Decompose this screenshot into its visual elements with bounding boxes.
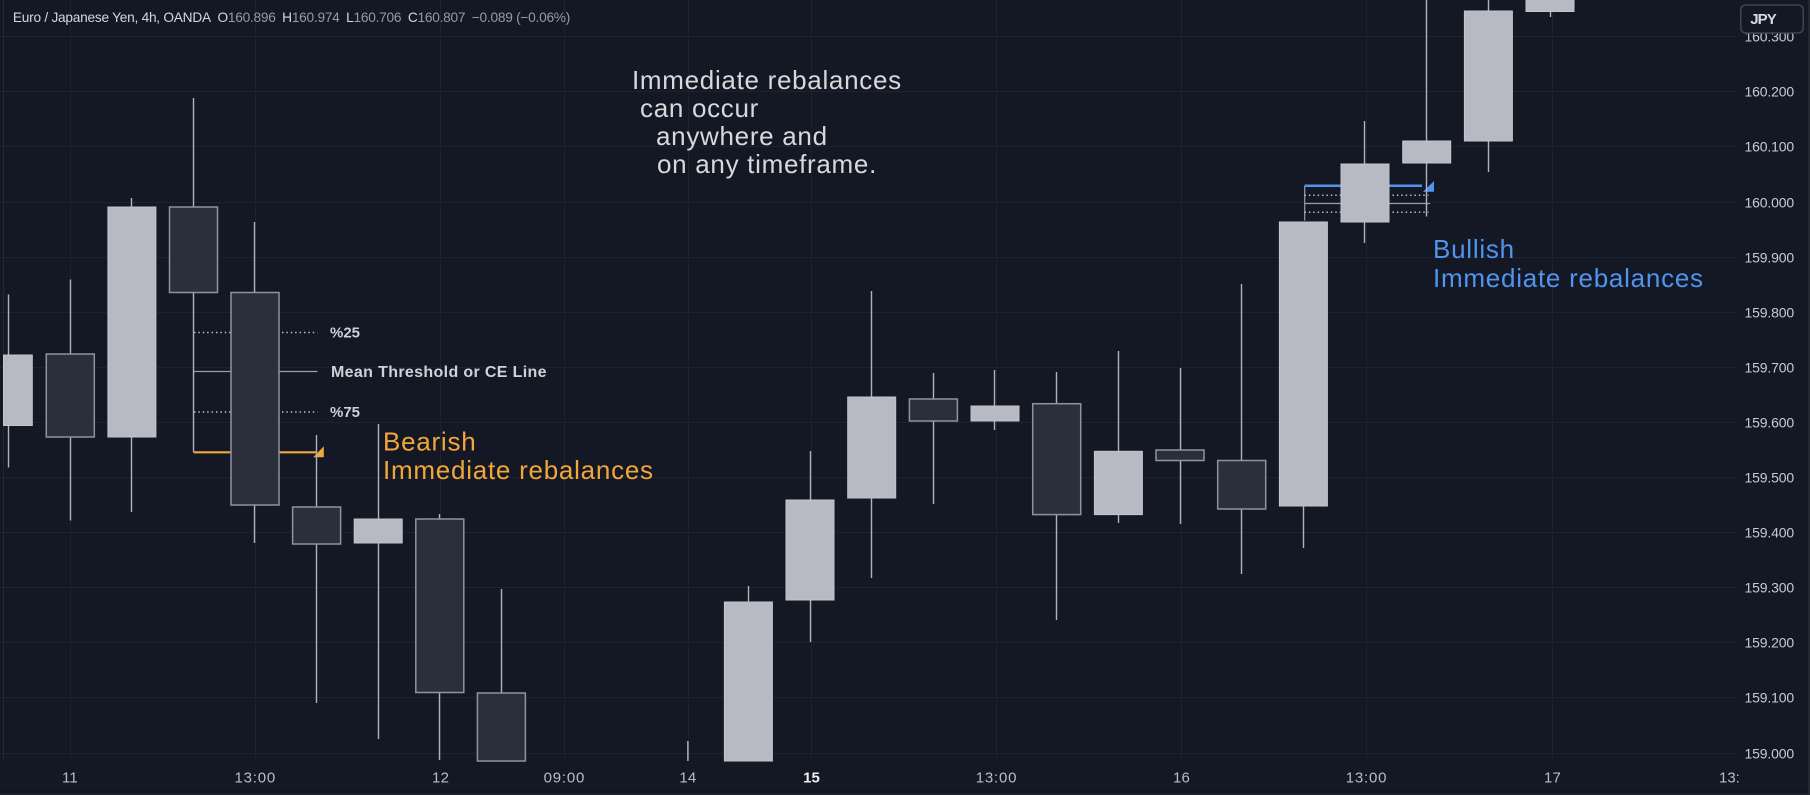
svg-text:11: 11 [62, 770, 78, 787]
svg-text:%25: %25 [330, 325, 360, 342]
svg-text:Mean Threshold or CE Line: Mean Threshold or CE Line [331, 364, 547, 381]
svg-text:159.700: 159.700 [1744, 360, 1794, 376]
svg-text:160.000: 160.000 [1744, 195, 1794, 211]
svg-text:anywhere and: anywhere and [656, 121, 828, 151]
svg-text:159.400: 159.400 [1744, 525, 1794, 541]
svg-text:can occur: can occur [640, 93, 759, 123]
svg-text:13:00: 13:00 [976, 770, 1018, 787]
svg-text:159.600: 159.600 [1744, 415, 1794, 431]
svg-text:15: 15 [803, 770, 820, 787]
svg-text:159.800: 159.800 [1744, 305, 1794, 321]
svg-text:17: 17 [1544, 770, 1561, 787]
svg-text:159.000: 159.000 [1744, 746, 1794, 762]
svg-text:159.900: 159.900 [1744, 250, 1794, 266]
svg-text:14: 14 [679, 770, 696, 787]
svg-text:13:: 13: [1719, 770, 1740, 787]
svg-text:Immediate rebalances: Immediate rebalances [1433, 263, 1704, 293]
svg-text:160.200: 160.200 [1744, 84, 1794, 100]
svg-text:159.500: 159.500 [1744, 470, 1794, 486]
svg-text:%75: %75 [330, 404, 360, 421]
svg-text:Immediate rebalances: Immediate rebalances [383, 455, 654, 485]
svg-text:Bearish: Bearish [383, 427, 476, 457]
svg-text:159.100: 159.100 [1744, 690, 1794, 706]
svg-text:13:00: 13:00 [235, 770, 277, 787]
svg-text:159.300: 159.300 [1744, 580, 1794, 596]
svg-text:JPY: JPY [1750, 11, 1777, 28]
svg-text:160.100: 160.100 [1744, 139, 1794, 155]
svg-text:12: 12 [432, 770, 449, 787]
svg-text:16: 16 [1173, 770, 1190, 787]
svg-text:159.200: 159.200 [1744, 635, 1794, 651]
svg-text:13:00: 13:00 [1346, 770, 1388, 787]
svg-text:Immediate rebalances: Immediate rebalances [632, 65, 902, 95]
svg-text:on any timeframe.: on any timeframe. [657, 149, 877, 179]
svg-text:Bullish: Bullish [1433, 234, 1515, 264]
svg-text:Euro / Japanese Yen, 4h, OANDA: Euro / Japanese Yen, 4h, OANDA O160.896 … [13, 10, 570, 25]
svg-text:09:00: 09:00 [544, 770, 586, 787]
